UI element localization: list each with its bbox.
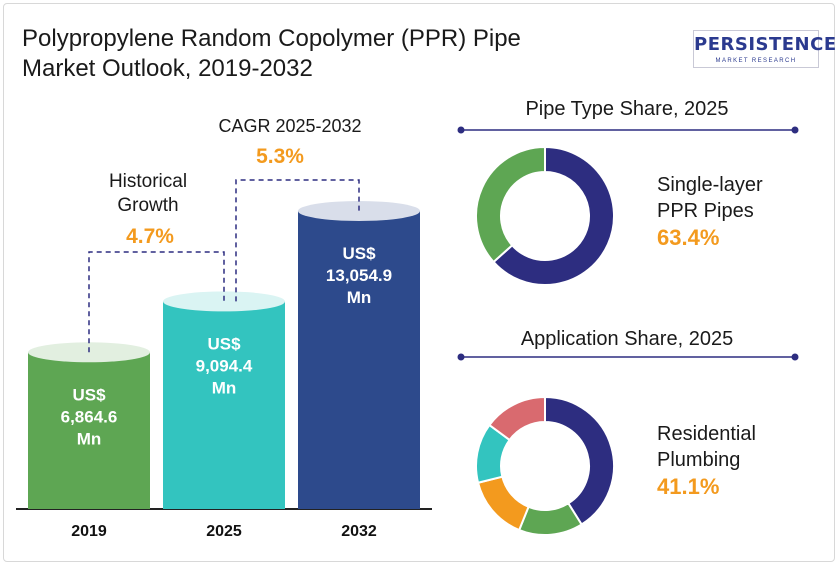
logo-main-text: PERSISTENCE xyxy=(694,34,837,55)
bar-2019 xyxy=(28,352,150,509)
application-rule-dot-right xyxy=(791,353,799,361)
cagr-connector xyxy=(235,179,360,302)
application-slice-2 xyxy=(476,475,530,532)
bar-2025 xyxy=(163,301,285,509)
application-highlight-label: Plumbing xyxy=(657,449,740,471)
bar-value-label: Mn xyxy=(77,429,102,448)
pipe-type-slice-0 xyxy=(492,145,615,286)
cagr-value: 5.3% xyxy=(256,145,304,168)
x-tick-label: 2032 xyxy=(341,523,377,540)
bar-value-label: Mn xyxy=(212,378,237,397)
brand-logo: PERSISTENCE MARKET RESEARCH xyxy=(693,30,837,68)
title-line-1: Polypropylene Random Copolymer (PPR) Pip… xyxy=(22,25,521,52)
application-rule-dot-left xyxy=(457,353,465,361)
bar-value-label: 9,094.4 xyxy=(196,356,253,375)
bar-value-label: US$ xyxy=(207,334,241,353)
cagr-label: CAGR 2025-2032 xyxy=(218,116,361,136)
application-slice-4 xyxy=(488,395,546,442)
historical-growth-label: Historical xyxy=(109,171,187,192)
title-line-2: Market Outlook, 2019-2032 xyxy=(22,55,313,82)
bar-top-2032 xyxy=(298,201,420,221)
application-highlight-value: 41.1% xyxy=(657,474,719,499)
bar-value-label: 6,864.6 xyxy=(61,407,118,426)
pipe-type-title: Pipe Type Share, 2025 xyxy=(525,98,728,120)
bar-top-2025 xyxy=(163,291,285,312)
bar-value-label: Mn xyxy=(347,288,372,307)
bar-value-label: 13,054.9 xyxy=(326,266,392,285)
pipe-type-rule-dot-left xyxy=(457,126,465,134)
x-tick-label: 2025 xyxy=(206,523,242,540)
pipe-type-rule-dot-right xyxy=(791,126,799,134)
pipe-type-highlight-label: PPR Pipes xyxy=(657,200,754,222)
historical-growth-label: Growth xyxy=(117,195,178,216)
application-highlight-label: Residential xyxy=(657,423,756,445)
logo-sub-text: MARKET RESEARCH xyxy=(715,58,797,64)
application-slice-0 xyxy=(544,395,615,526)
pipe-type-highlight-label: Single-layer xyxy=(657,174,763,196)
application-title: Application Share, 2025 xyxy=(521,328,733,350)
pipe-type-slice-1 xyxy=(475,145,546,264)
historical-growth-value: 4.7% xyxy=(126,225,174,248)
pipe-type-highlight-value: 63.4% xyxy=(657,225,719,250)
x-tick-label: 2019 xyxy=(71,523,107,540)
bar-2032 xyxy=(298,211,420,509)
bar-value-label: US$ xyxy=(72,385,106,404)
chart-title: Polypropylene Random Copolymer (PPR) Pip… xyxy=(22,24,521,84)
bar-value-label: US$ xyxy=(342,244,376,263)
chart-frame xyxy=(3,3,835,562)
